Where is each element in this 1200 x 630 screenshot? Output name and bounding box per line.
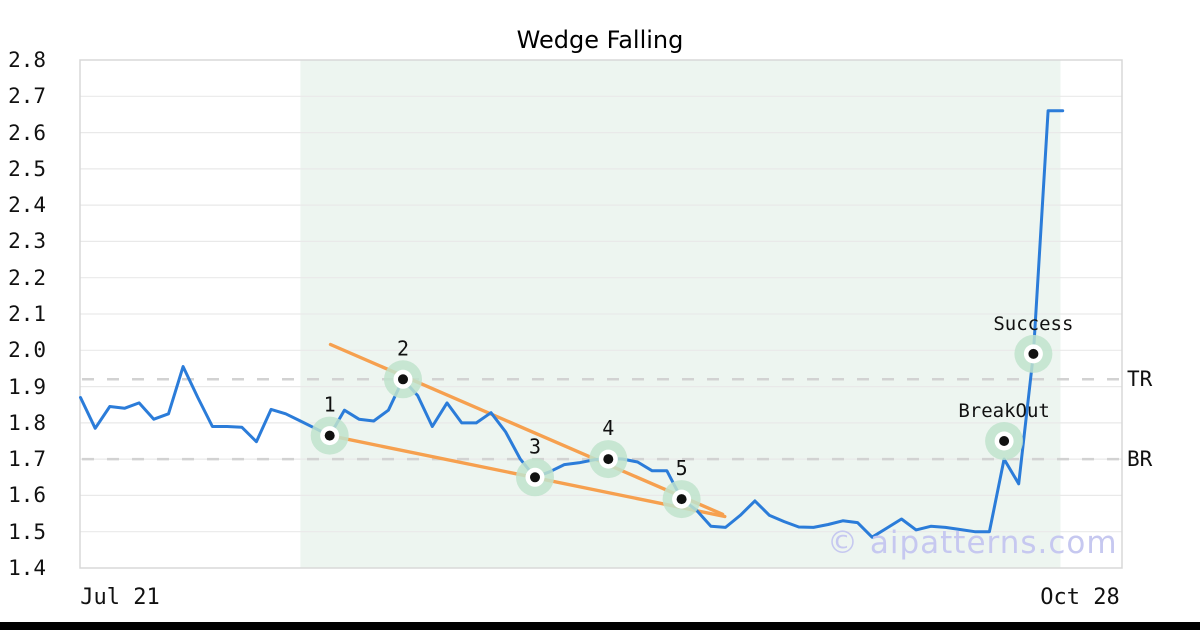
chart-title: Wedge Falling: [516, 26, 684, 54]
marker-label: BreakOut: [958, 400, 1050, 422]
x-tick-label-end: Oct 28: [1040, 585, 1120, 610]
marker-dot: [324, 430, 335, 441]
level-label-0: TR: [1127, 367, 1153, 392]
marker-BreakOut: BreakOut: [958, 400, 1050, 460]
bottom-border-bar: [0, 622, 1200, 630]
marker-3: 3: [516, 434, 554, 497]
marker-dot: [999, 436, 1010, 446]
watermark: © aipatterns.com: [827, 525, 1118, 561]
marker-dot: [1028, 348, 1039, 359]
y-tick-label: 2.1: [8, 302, 46, 326]
marker-label: 2: [397, 336, 409, 360]
marker-4: 4: [589, 416, 628, 479]
y-tick-label: 1.4: [8, 556, 46, 580]
y-tick-label: 2.7: [8, 84, 46, 109]
y-tick-label: 1.5: [8, 519, 46, 544]
x-tick-label-start: Jul 21: [80, 585, 160, 610]
y-tick-label: 1.7: [8, 447, 46, 472]
marker-label: 5: [676, 456, 688, 480]
marker-dot: [676, 494, 687, 505]
marker-Success: Success: [993, 313, 1073, 373]
marker-1: 1: [310, 393, 349, 455]
y-tick-label: 1.8: [8, 410, 46, 435]
y-tick-label: 2.5: [8, 156, 46, 181]
level-label-1: BR: [1127, 447, 1153, 472]
y-tick-label: 1.6: [8, 483, 46, 508]
y-tick-label: 2.6: [8, 120, 46, 145]
plot-border: [79, 59, 1123, 569]
marker-label: Success: [993, 313, 1073, 335]
y-tick-label: 2.8: [8, 48, 46, 72]
y-tick-label: 2.3: [8, 229, 46, 254]
marker-dot: [530, 472, 540, 483]
marker-label: 4: [602, 416, 614, 440]
y-tick-label: 2.2: [8, 265, 46, 290]
marker-2: 2: [384, 336, 422, 399]
marker-dot: [398, 374, 408, 385]
marker-label: 3: [529, 434, 541, 458]
y-tick-label: 2.4: [8, 193, 46, 218]
marker-label: 1: [324, 393, 336, 417]
marker-5: 5: [662, 456, 701, 519]
y-tick-label: 1.9: [8, 374, 46, 399]
y-tick-label: 2.0: [8, 338, 46, 363]
marker-dot: [603, 454, 614, 465]
price-line: [79, 109, 1065, 539]
